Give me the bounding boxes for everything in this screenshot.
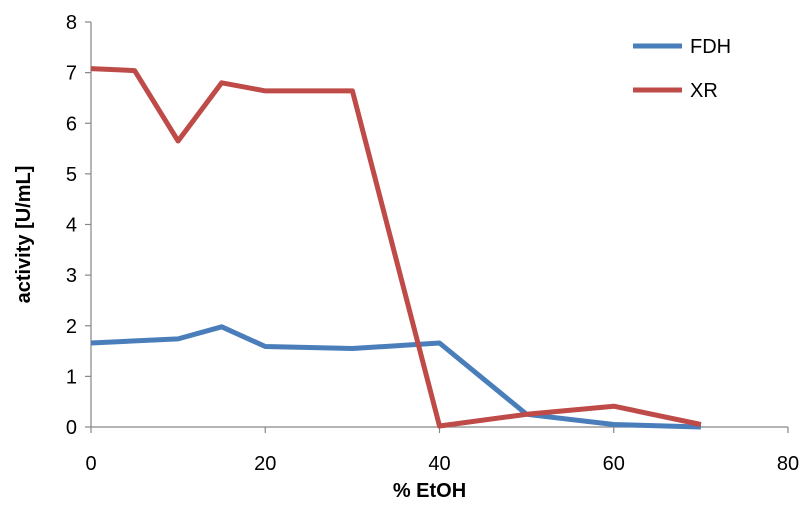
x-tick-label: 40 (428, 453, 450, 475)
y-tick-label: 3 (66, 265, 77, 287)
y-tick-label: 7 (66, 63, 77, 85)
x-tick-label: 20 (254, 453, 276, 475)
y-axis-title: activity [U/mL] (13, 166, 35, 304)
series-line-fdh (90, 324, 701, 430)
y-tick-label: 0 (66, 417, 77, 439)
x-tick-label: 0 (85, 453, 96, 475)
y-tick-label: 5 (66, 164, 77, 186)
series-line-xr (90, 66, 702, 429)
y-tick-label: 2 (66, 316, 77, 338)
x-axis-title: % EtOH (393, 480, 466, 502)
y-tick-label: 6 (66, 113, 77, 135)
x-tick-label: 80 (777, 453, 799, 475)
y-tick-label: 8 (66, 12, 77, 34)
legend-label-fdh: FDH (690, 36, 731, 58)
y-tick-label: 4 (66, 215, 77, 237)
x-tick-label: 60 (603, 453, 625, 475)
y-tick-label: 1 (66, 366, 77, 388)
legend: FDH XR (633, 36, 731, 102)
legend-label-xr: XR (690, 80, 718, 102)
